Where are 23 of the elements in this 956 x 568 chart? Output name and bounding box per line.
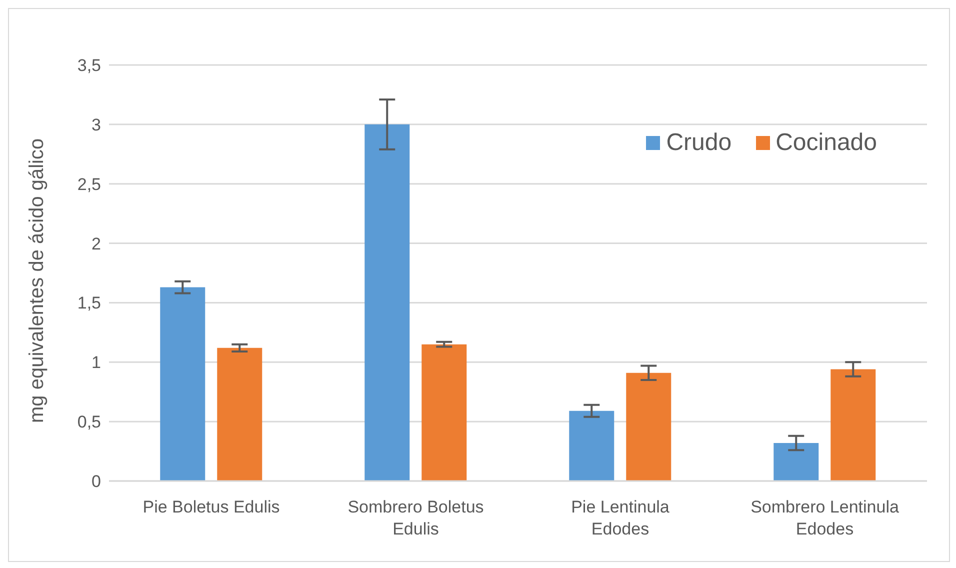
x-tick-label: Pie Lentinula Edodes [571, 497, 670, 538]
y-tick-label: 0,5 [77, 412, 101, 432]
y-axis-title: mg equivalentes de ácido gálico [26, 138, 48, 423]
bar [364, 124, 410, 481]
x-tick-label: Sombrero Lentinula Edodes [750, 497, 900, 538]
x-tick-label: Sombrero Boletus Edulis [348, 497, 484, 538]
y-tick-label: 3 [92, 115, 101, 134]
bar [626, 372, 672, 481]
y-tick-label: 2,5 [77, 174, 101, 194]
y-tick-label: 1,5 [77, 294, 101, 313]
bar [569, 410, 614, 481]
legend-label: Cocinado [774, 129, 877, 157]
bar [422, 344, 467, 481]
y-tick-label: 3,5 [77, 56, 101, 76]
bar [774, 442, 819, 481]
x-tick-label: Pie Boletus Edulis [142, 497, 280, 516]
bar [217, 348, 262, 481]
bar [160, 287, 206, 481]
y-tick-label: 1 [92, 353, 101, 372]
y-tick-label: 2 [92, 234, 101, 254]
bar [830, 369, 876, 481]
legend-label: Crudo [665, 129, 732, 157]
y-tick-label: 0 [92, 472, 101, 492]
